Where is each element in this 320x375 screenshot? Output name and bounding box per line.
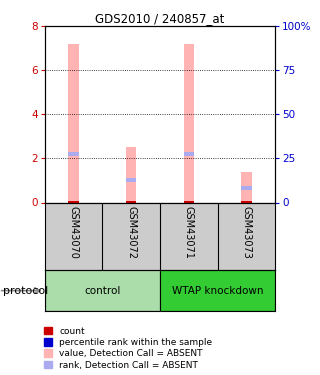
Text: GSM43072: GSM43072 — [126, 206, 136, 259]
Bar — [68, 44, 79, 203]
Bar — [184, 201, 194, 202]
Bar — [160, 270, 275, 311]
Bar — [68, 152, 79, 156]
Bar — [184, 152, 194, 156]
Bar — [184, 44, 194, 203]
Bar — [241, 172, 252, 202]
Text: control: control — [84, 286, 121, 296]
Text: WTAP knockdown: WTAP knockdown — [172, 286, 263, 296]
Text: GSM43070: GSM43070 — [68, 206, 79, 259]
Bar — [126, 201, 136, 202]
Title: GDS2010 / 240857_at: GDS2010 / 240857_at — [95, 12, 225, 25]
Text: protocol: protocol — [3, 286, 48, 296]
Bar — [45, 270, 160, 311]
Legend: count, percentile rank within the sample, value, Detection Call = ABSENT, rank, : count, percentile rank within the sample… — [43, 326, 213, 370]
Text: GSM43073: GSM43073 — [241, 206, 252, 259]
Bar — [126, 147, 136, 202]
Bar — [68, 201, 79, 202]
Bar — [241, 201, 252, 202]
Bar — [126, 178, 136, 183]
Bar — [241, 186, 252, 190]
Text: GSM43071: GSM43071 — [184, 206, 194, 259]
